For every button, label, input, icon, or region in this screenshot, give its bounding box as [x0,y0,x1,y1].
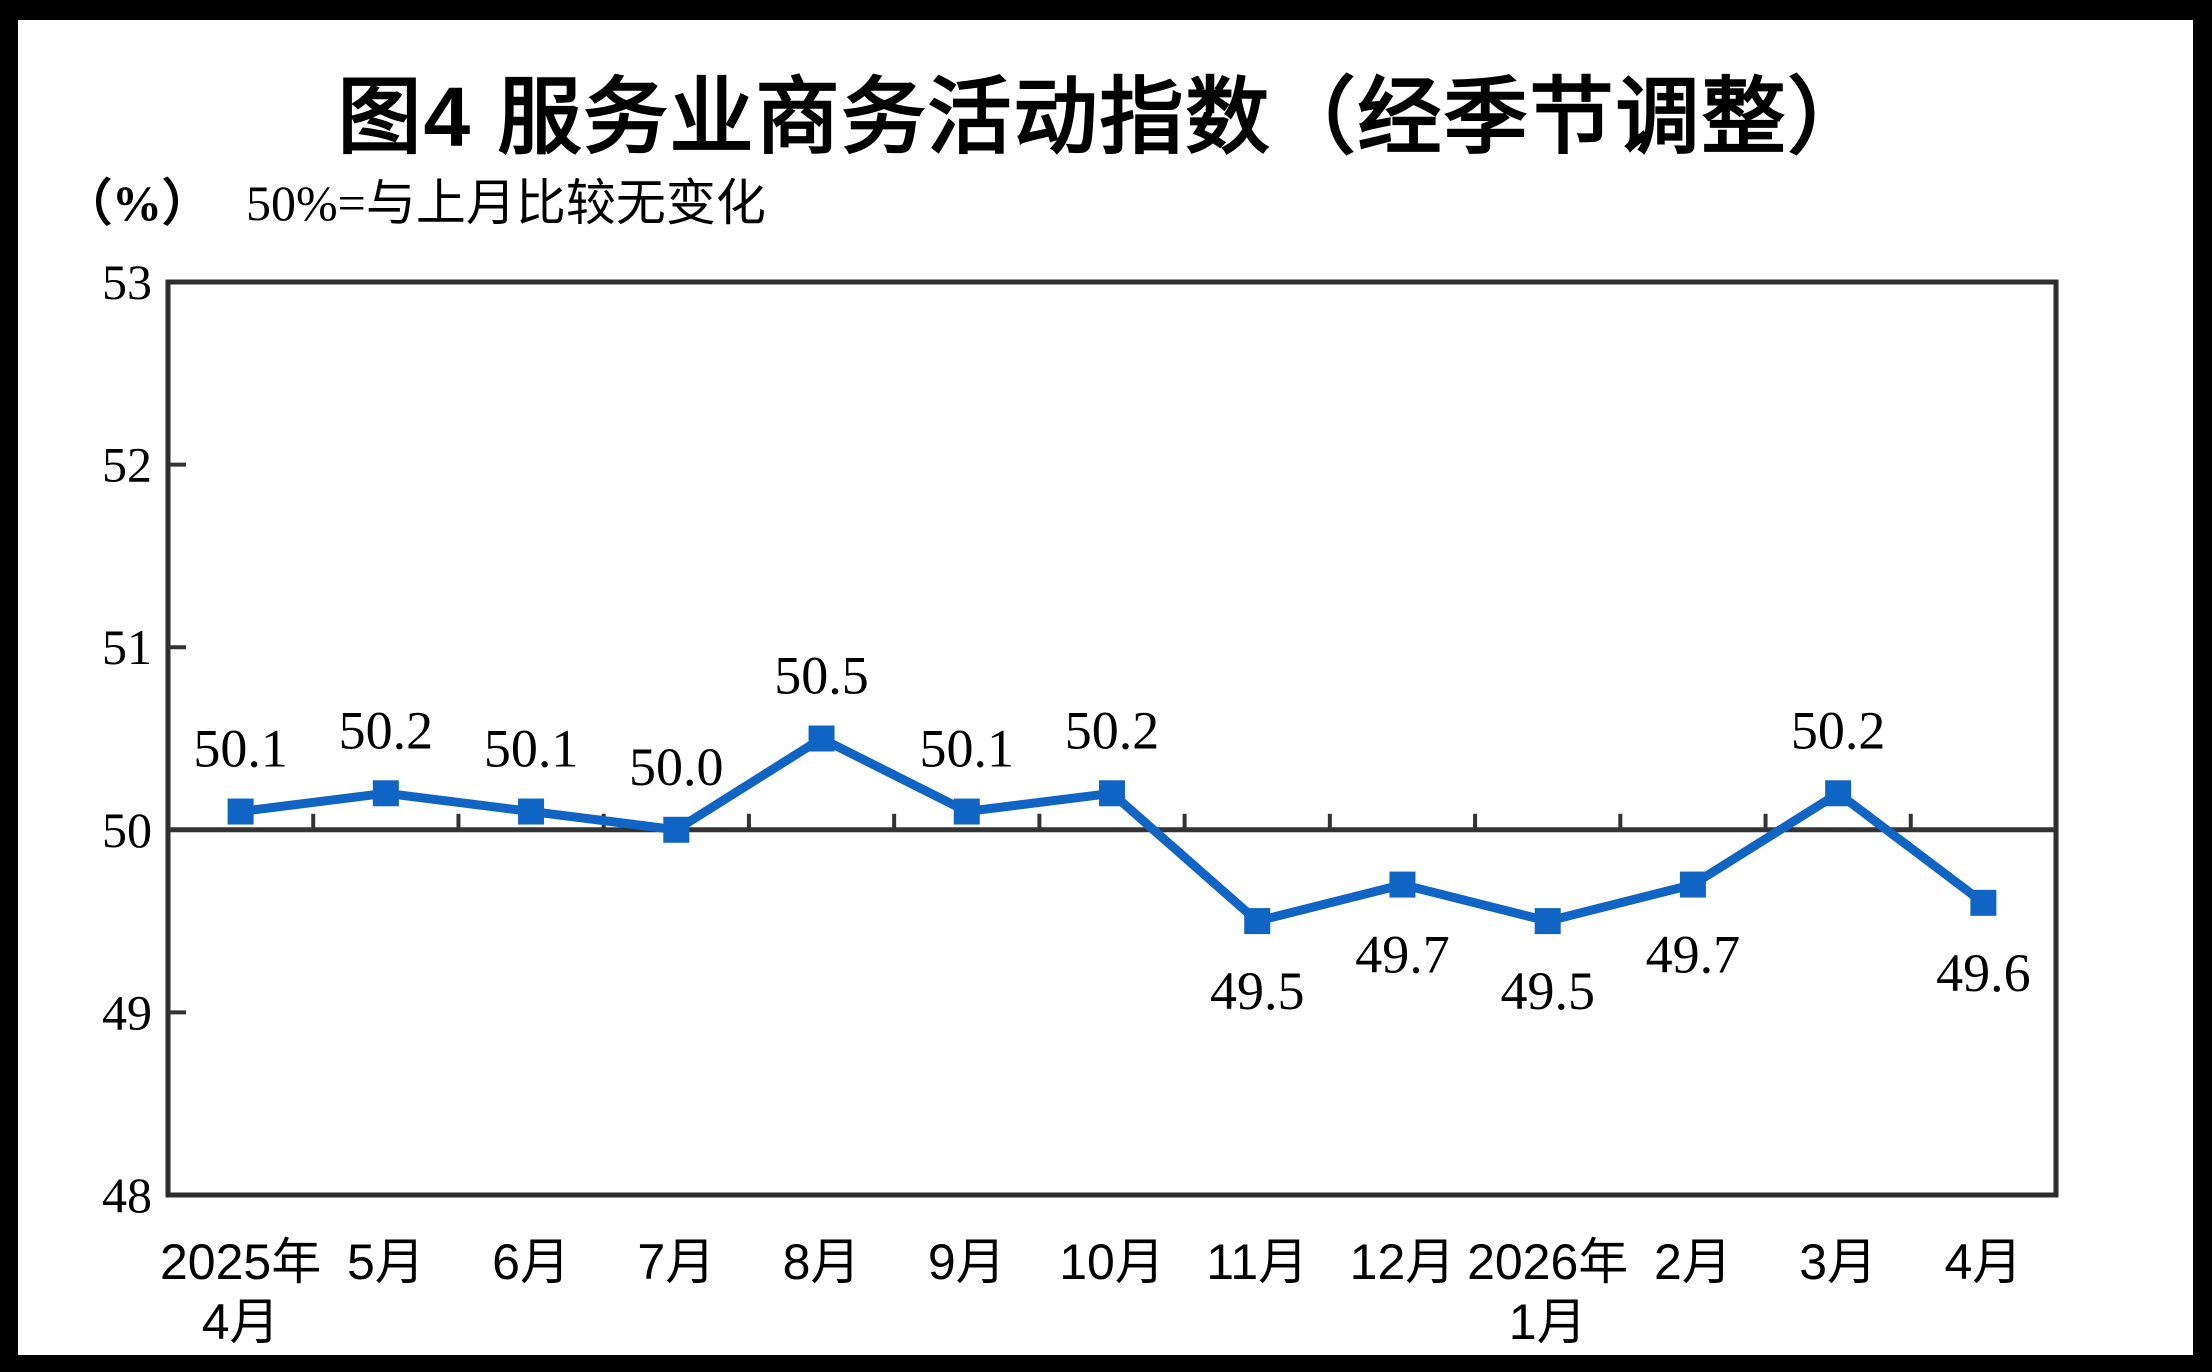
x-axis-category-label: 10月 [1059,1234,1165,1290]
data-point-label: 49.5 [1500,961,1595,1021]
data-point-label: 49.7 [1646,925,1741,985]
x-axis-category-label-line2: 1月 [1509,1294,1587,1350]
x-axis-category-label: 2月 [1654,1234,1732,1290]
data-point-marker [227,798,254,825]
x-axis-category-label-line2: 4月 [202,1294,280,1350]
y-axis-tick-label: 52 [102,437,152,493]
plot-area-border [165,279,2059,1198]
data-point-marker [953,798,980,825]
data-point-marker [1534,908,1561,935]
data-point-label: 49.6 [1936,943,2031,1003]
data-point-marker [1244,908,1271,935]
figure-canvas: 图4 服务业商务活动指数（经季节调整） （%） 50%=与上月比较无变化 [18,20,2193,1355]
x-axis-category-label: 11月 [1206,1234,1308,1290]
x-axis-category-label: 2026年 [1467,1234,1628,1290]
x-axis-category-label: 3月 [1799,1234,1877,1290]
data-point-marker [663,816,690,843]
y-axis-unit-label: （%） [62,175,212,231]
y-axis-tick-label: 53 [102,254,152,310]
subtitle-row: （%） 50%=与上月比较无变化 [62,178,766,228]
data-point-marker [1679,871,1706,898]
data-point-label: 50.5 [774,646,869,706]
y-axis-tick-label: 50 [102,802,152,858]
baseline-note: 50%=与上月比较无变化 [246,175,766,231]
data-point-label: 50.2 [1065,700,1160,760]
data-point-label: 49.7 [1355,925,1450,985]
x-axis-category-label: 9月 [928,1234,1006,1290]
data-point-label: 50.0 [629,737,724,797]
data-point-label: 50.1 [484,719,579,779]
x-axis-category-label: 8月 [783,1234,861,1290]
y-axis-tick-label: 49 [102,984,152,1040]
data-point-marker [372,780,399,807]
data-point-marker [1825,780,1852,807]
data-point-marker [1389,871,1416,898]
data-point-label: 50.1 [920,719,1015,779]
data-point-label: 50.2 [339,700,434,760]
x-axis-category-label: 7月 [637,1234,715,1290]
data-point-marker [1099,780,1125,807]
data-point-marker [808,725,835,752]
data-point-label: 50.2 [1791,700,1886,760]
data-point-label: 49.5 [1210,961,1305,1021]
y-axis-tick-label: 51 [102,619,152,675]
x-axis-category-label: 12月 [1350,1234,1456,1290]
x-axis-category-label: 6月 [492,1234,570,1290]
y-axis-tick-label: 48 [102,1167,152,1223]
chart-title: 图4 服务业商务活动指数（经季节调整） [337,70,1874,164]
data-point-marker [518,798,545,825]
data-point-marker [1970,889,1997,916]
x-axis-category-label: 5月 [347,1234,425,1290]
x-axis-category-label: 4月 [1944,1234,2022,1290]
data-point-label: 50.1 [193,719,288,779]
x-axis-category-label: 2025年 [160,1234,321,1290]
